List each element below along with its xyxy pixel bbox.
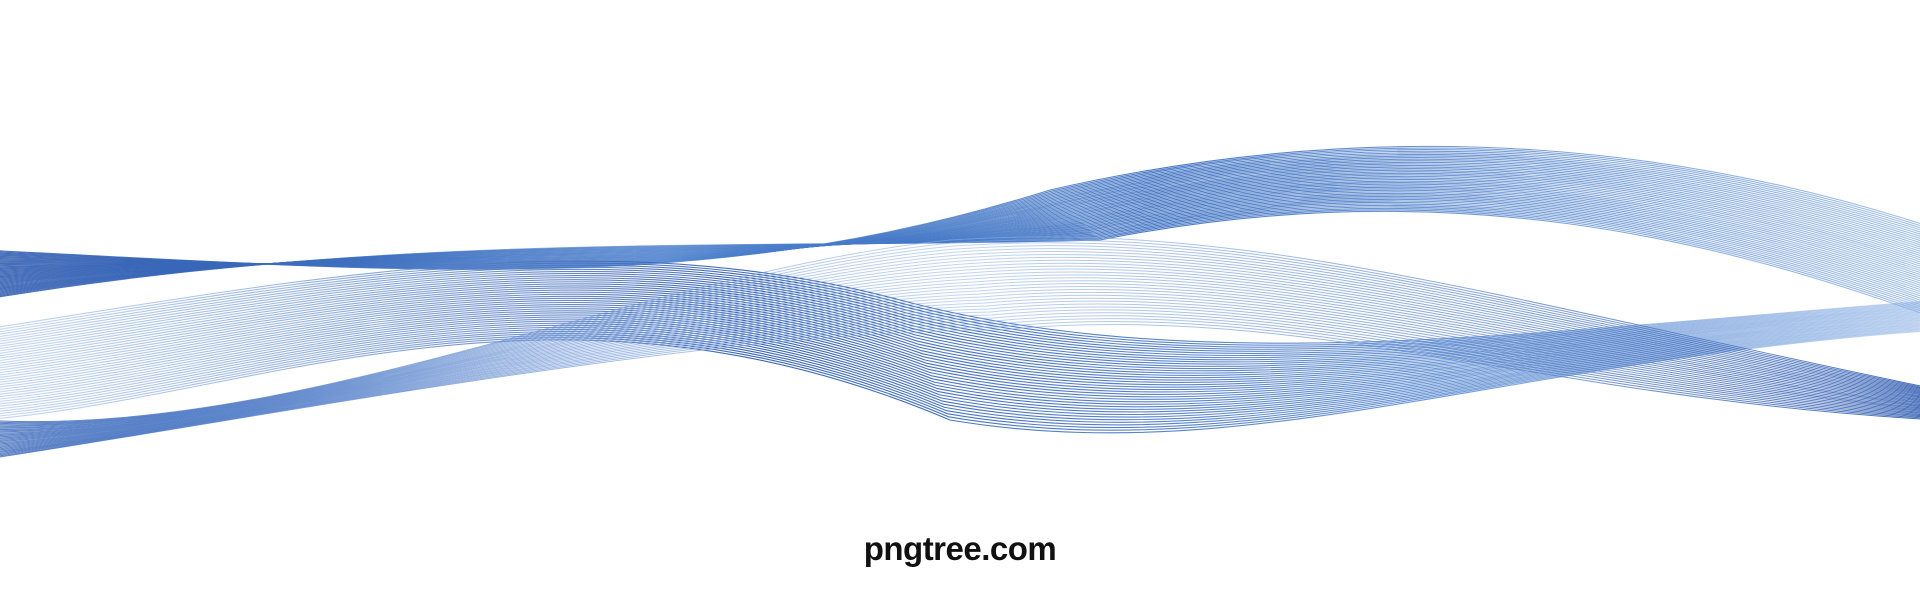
wave-line bbox=[0, 310, 1920, 398]
wave-line bbox=[0, 274, 1920, 359]
wave-line bbox=[0, 303, 1920, 450]
wave-line bbox=[0, 192, 1920, 288]
wave-line bbox=[0, 259, 1920, 432]
wave-line bbox=[0, 295, 1920, 381]
wave-line bbox=[0, 161, 1920, 266]
wave-line bbox=[0, 294, 1920, 446]
wave-line bbox=[0, 265, 1920, 434]
wave-line bbox=[0, 328, 1920, 426]
wave-line bbox=[0, 285, 1920, 370]
wave-line bbox=[0, 262, 1920, 433]
wave-line bbox=[0, 236, 1920, 423]
wave-line bbox=[0, 242, 1920, 425]
wave-line bbox=[0, 281, 1920, 365]
wave-line bbox=[0, 326, 1920, 418]
wave-line bbox=[0, 306, 1920, 451]
wave-line bbox=[0, 299, 1920, 386]
wave-line bbox=[0, 210, 1920, 314]
wave-line bbox=[0, 253, 1920, 429]
watermark-text: pngtree.com bbox=[863, 530, 1057, 567]
wave-line bbox=[0, 287, 1920, 372]
wave-line bbox=[0, 327, 1920, 421]
wave-line bbox=[0, 264, 1920, 348]
wave-line bbox=[0, 318, 1920, 456]
wave-line bbox=[0, 318, 1920, 408]
wave-line bbox=[0, 248, 1920, 427]
wave-line bbox=[0, 324, 1920, 416]
wave-line bbox=[0, 291, 1920, 376]
wave-line bbox=[0, 260, 1920, 344]
wave-line bbox=[0, 314, 1920, 403]
wave-line bbox=[0, 309, 1920, 452]
wave-line bbox=[0, 330, 1920, 434]
wave-line bbox=[0, 239, 1920, 424]
wave-line bbox=[0, 308, 1920, 395]
wave-line bbox=[0, 321, 1920, 457]
wave-line bbox=[0, 297, 1920, 447]
wave-line bbox=[0, 245, 1920, 426]
wave-line bbox=[0, 256, 1920, 430]
wave-line bbox=[0, 330, 1920, 431]
wave-line bbox=[0, 315, 1920, 454]
wave-ribbon-lower bbox=[0, 236, 1920, 458]
wave-line bbox=[0, 323, 1920, 458]
wave-ribbon-upper bbox=[0, 145, 1920, 314]
wave-line bbox=[0, 304, 1920, 391]
wave-line bbox=[0, 272, 1920, 357]
wave-line bbox=[0, 300, 1920, 448]
wave-line bbox=[0, 312, 1920, 453]
wave-line bbox=[0, 251, 1920, 428]
